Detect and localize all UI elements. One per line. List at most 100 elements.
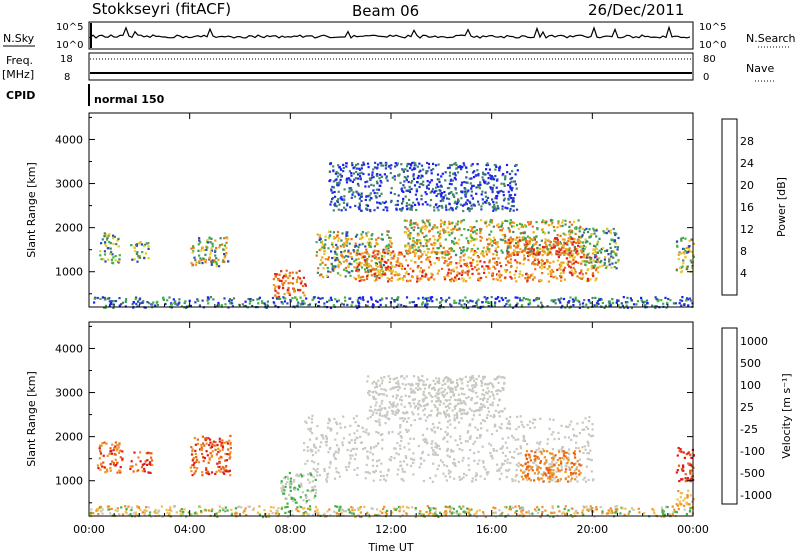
echo-cell bbox=[457, 242, 460, 245]
echo-cell bbox=[218, 246, 221, 249]
echo-cell bbox=[302, 499, 305, 502]
echo-cell bbox=[589, 435, 592, 438]
echo-cell bbox=[388, 401, 391, 404]
echo-cell bbox=[683, 456, 686, 459]
echo-cell bbox=[535, 449, 538, 452]
echo-cell bbox=[145, 242, 148, 245]
echo-cell bbox=[355, 262, 358, 265]
echo-cell bbox=[109, 242, 112, 245]
echo-cell bbox=[551, 460, 554, 463]
echo-cell bbox=[266, 303, 269, 306]
echo-cell bbox=[426, 427, 429, 430]
echo-cell bbox=[204, 259, 207, 262]
colorbar-tick-label: 20 bbox=[740, 179, 754, 192]
echo-cell bbox=[375, 238, 378, 241]
echo-cell bbox=[391, 269, 395, 272]
echo-cell bbox=[417, 201, 420, 204]
echo-cell bbox=[455, 412, 458, 415]
echo-cell bbox=[373, 272, 376, 276]
echo-cell bbox=[464, 412, 467, 415]
echo-cell bbox=[485, 199, 488, 202]
echo-cell bbox=[513, 249, 516, 252]
echo-cell bbox=[439, 306, 442, 309]
echo-cell bbox=[276, 291, 279, 294]
echo-cell bbox=[370, 197, 373, 200]
echo-cell bbox=[449, 378, 452, 381]
echo-cell bbox=[569, 241, 573, 244]
echo-cell bbox=[364, 477, 367, 480]
echo-cell bbox=[549, 218, 553, 222]
echo-cell bbox=[398, 173, 401, 176]
echo-cell bbox=[514, 438, 517, 441]
echo-cell bbox=[410, 164, 413, 167]
echo-cell bbox=[479, 260, 482, 263]
echo-cell bbox=[510, 456, 514, 459]
echo-cell bbox=[617, 259, 620, 262]
echo-cell bbox=[480, 228, 483, 231]
echo-cell bbox=[562, 271, 565, 274]
echo-cell bbox=[169, 303, 173, 306]
echo-cell bbox=[444, 206, 448, 209]
echo-cell bbox=[296, 301, 300, 304]
echo-cell bbox=[518, 236, 521, 239]
echo-cell bbox=[370, 237, 373, 241]
echo-cell bbox=[183, 301, 186, 305]
echo-cell bbox=[229, 451, 232, 454]
echo-cell bbox=[525, 241, 528, 244]
echo-cell bbox=[678, 480, 681, 483]
echo-cell bbox=[458, 377, 462, 380]
echo-cell bbox=[436, 272, 439, 275]
echo-cell bbox=[284, 273, 287, 276]
echo-cell bbox=[168, 296, 171, 299]
echo-cell bbox=[384, 273, 387, 276]
echo-cell bbox=[510, 252, 513, 255]
echo-cell bbox=[531, 244, 535, 247]
echo-cell bbox=[108, 297, 111, 300]
echo-cell bbox=[475, 301, 478, 304]
echo-cell bbox=[561, 238, 565, 241]
echo-cell bbox=[367, 457, 370, 460]
echo-cell bbox=[350, 196, 353, 199]
echo-cell bbox=[509, 209, 512, 213]
echo-cell bbox=[330, 250, 333, 253]
echo-cell bbox=[375, 383, 378, 386]
echo-cell bbox=[484, 222, 487, 225]
echo-cell bbox=[503, 376, 506, 379]
echo-cell bbox=[497, 274, 500, 277]
echo-cell bbox=[208, 257, 211, 260]
echo-cell bbox=[431, 296, 434, 299]
echo-cell bbox=[471, 268, 474, 271]
echo-cell bbox=[410, 464, 413, 467]
echo-cell bbox=[330, 188, 333, 191]
echo-cell bbox=[228, 457, 231, 460]
echo-cell bbox=[192, 463, 195, 466]
echo-cell bbox=[353, 441, 357, 444]
echo-cell bbox=[533, 236, 536, 239]
echo-cell bbox=[400, 209, 403, 212]
echo-cell bbox=[218, 265, 221, 268]
echo-cell bbox=[141, 463, 144, 466]
echo-cell bbox=[615, 254, 618, 257]
echo-cell bbox=[473, 230, 476, 233]
echo-cell bbox=[297, 289, 300, 292]
echo-cell bbox=[560, 462, 563, 465]
echo-cell bbox=[675, 471, 678, 474]
echo-cell bbox=[351, 180, 354, 183]
echo-cell bbox=[434, 382, 437, 386]
echo-cell bbox=[326, 266, 329, 270]
echo-cell bbox=[489, 186, 492, 189]
echo-cell bbox=[393, 274, 396, 277]
echo-cell bbox=[532, 248, 535, 252]
echo-cell bbox=[685, 453, 688, 456]
echo-cell bbox=[105, 468, 109, 471]
echo-cell bbox=[430, 272, 433, 275]
echo-cell bbox=[536, 456, 539, 459]
echo-cell bbox=[147, 471, 150, 474]
echo-cell bbox=[320, 247, 323, 251]
echo-cell bbox=[317, 267, 320, 270]
echo-cell bbox=[310, 421, 314, 424]
echo-cell bbox=[355, 267, 358, 270]
echo-cell bbox=[453, 299, 456, 302]
echo-cell bbox=[503, 382, 506, 385]
echo-cell bbox=[593, 304, 596, 307]
